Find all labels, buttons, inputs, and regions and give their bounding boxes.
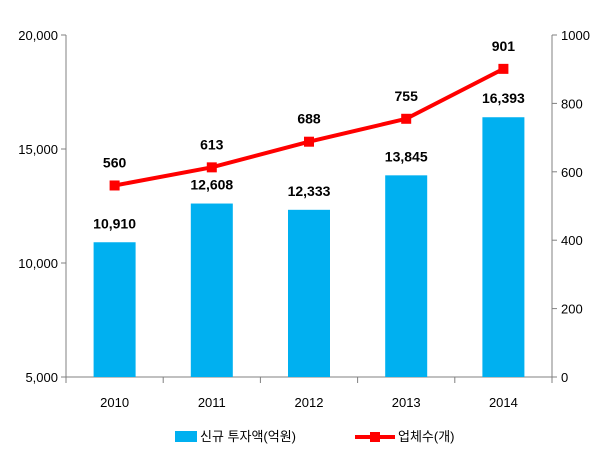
bar-data-label: 12,608 [190,177,233,193]
legend: 신규 투자액(억원) 업체수(개) [175,429,455,444]
line-data-label: 560 [103,154,127,170]
right-axis-tick-label: 1000 [561,28,590,43]
x-axis-tick-label: 2012 [295,395,324,410]
bar [288,209,330,377]
bar-data-label: 10,910 [93,215,136,231]
bar [190,203,233,377]
x-axis-tick-label: 2011 [198,395,226,410]
bar-series [93,117,525,378]
x-axis-tick-label: 2010 [100,395,129,410]
bar-data-label: 16,393 [482,90,525,106]
line-marker [304,136,314,147]
axes: 5,000 10,000 15,000 20,000 0 200 400 600 800 1000… [18,28,590,410]
line-series [109,63,509,191]
left-axis-tick-label: 5,000 [25,370,58,385]
line-marker [498,63,509,74]
line-marker [401,113,412,124]
bar [385,175,428,377]
x-axis-tick-label: 2014 [489,395,518,410]
right-axis-tick-label: 400 [561,233,583,248]
legend-line-label: 업체수(개) [398,429,455,444]
line-data-label: 613 [200,136,224,152]
legend-line-marker [370,432,380,442]
line-data-label: 901 [492,38,516,54]
line-series-path [114,67,505,188]
right-axis-tick-label: 0 [561,370,568,385]
left-axis-tick-label: 10,000 [18,256,58,271]
line-marker [109,180,120,191]
line-data-label: 688 [297,111,321,127]
left-axis-tick-label: 20,000 [18,28,58,43]
legend-bar-swatch [175,431,197,442]
right-axis-tick-label: 600 [561,165,583,180]
bar-data-label: 13,845 [385,148,428,164]
x-axis-tick-label: 2013 [392,395,421,410]
data-labels: 10,910 12,608 12,333 13,845 16,393 560 613 688 7… [93,38,525,231]
legend-bar-label: 신규 투자액(억원) [200,429,296,444]
right-axis-tick-label: 800 [561,96,583,111]
line-marker [206,162,217,173]
line-data-label: 755 [395,88,419,104]
right-axis-tick-label: 200 [561,302,583,317]
left-axis-tick-label: 15,000 [18,142,58,157]
bar-data-label: 12,333 [288,183,331,199]
bar [482,117,525,378]
bar [93,242,136,377]
